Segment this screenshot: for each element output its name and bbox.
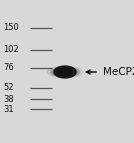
Ellipse shape xyxy=(50,67,80,77)
Text: 38: 38 xyxy=(3,95,14,104)
Text: MeCP2: MeCP2 xyxy=(103,67,134,77)
Text: 102: 102 xyxy=(3,45,19,54)
Text: 76: 76 xyxy=(3,63,14,73)
Text: 52: 52 xyxy=(3,84,14,93)
Ellipse shape xyxy=(47,66,83,78)
Text: 150: 150 xyxy=(3,23,19,32)
Text: 31: 31 xyxy=(3,105,14,114)
Ellipse shape xyxy=(54,66,76,78)
Ellipse shape xyxy=(52,68,78,76)
Ellipse shape xyxy=(61,70,69,74)
Ellipse shape xyxy=(57,68,73,76)
